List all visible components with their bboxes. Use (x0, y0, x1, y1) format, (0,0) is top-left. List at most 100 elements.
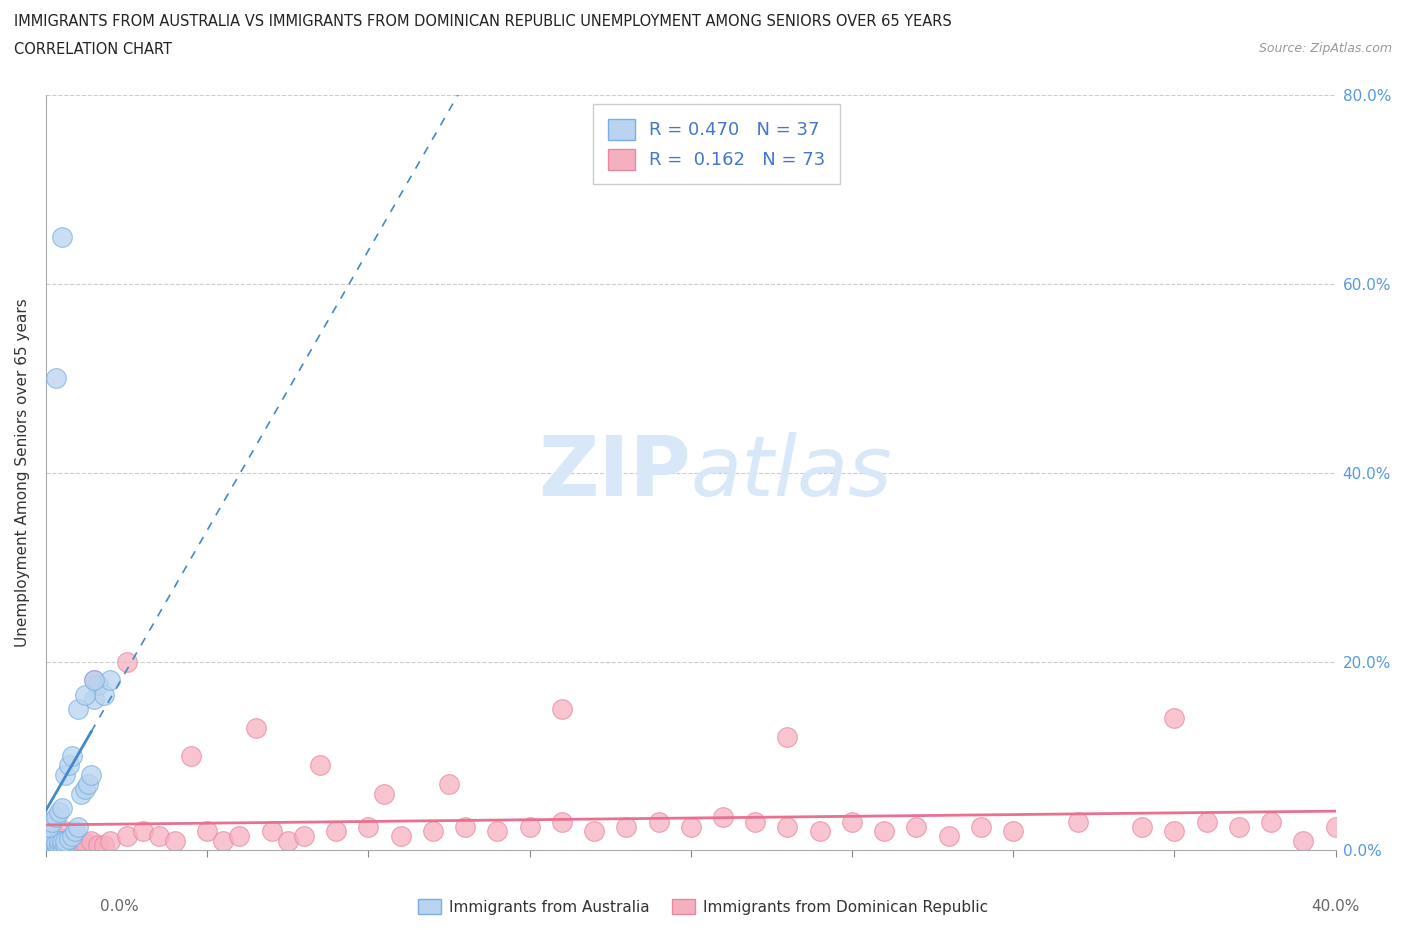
Point (115, 829, 138, 844)
Point (83, 673, 105, 688)
Point (100, 833, 122, 848)
Point (45, 810, 67, 825)
Point (38, 819, 60, 834)
Point (679, 819, 702, 834)
Point (51, 835, 73, 850)
Point (389, 829, 412, 844)
Point (45, 835, 67, 850)
Point (1002, 824, 1025, 839)
Point (58, 838, 80, 853)
Point (228, 829, 250, 844)
Point (180, 749, 202, 764)
Point (277, 833, 299, 848)
Point (260, 824, 283, 839)
Point (73, 781, 96, 796)
Point (53, 767, 76, 782)
Point (51, 230, 73, 245)
Point (41, 833, 63, 848)
Point (86, 678, 108, 693)
Point (48, 833, 70, 848)
Point (41, 838, 63, 853)
Point (77, 777, 100, 791)
Point (53, 833, 76, 848)
Point (841, 815, 863, 830)
Point (163, 833, 186, 848)
Point (45, 371, 67, 386)
Point (73, 835, 96, 850)
Point (45, 838, 67, 853)
Point (67, 819, 90, 834)
Point (70, 786, 93, 801)
Point (1324, 819, 1347, 834)
Point (41, 815, 63, 830)
Point (212, 833, 235, 848)
Point (195, 824, 218, 839)
Point (1227, 819, 1250, 834)
Legend: R = 0.470   N = 37, R =  0.162   N = 73: R = 0.470 N = 37, R = 0.162 N = 73 (593, 104, 839, 184)
Point (73, 687, 96, 702)
Point (309, 758, 332, 773)
Text: IMMIGRANTS FROM AUSTRALIA VS IMMIGRANTS FROM DOMINICAN REPUBLIC UNEMPLOYMENT AMO: IMMIGRANTS FROM AUSTRALIA VS IMMIGRANTS … (14, 14, 952, 29)
Point (58, 831, 80, 846)
Point (131, 824, 153, 839)
Point (776, 729, 799, 744)
Point (486, 824, 509, 839)
Point (38, 833, 60, 848)
Point (776, 819, 799, 834)
Point (744, 815, 766, 830)
Point (93, 838, 115, 853)
Point (551, 701, 574, 716)
Point (48, 805, 70, 820)
Point (357, 819, 380, 834)
Point (51, 838, 73, 853)
Point (53, 838, 76, 853)
Point (1163, 824, 1185, 839)
Point (711, 810, 734, 825)
Point (67, 833, 90, 848)
Point (83, 673, 105, 688)
Point (422, 824, 444, 839)
Point (41, 835, 63, 850)
Text: atlas: atlas (690, 432, 893, 513)
Point (373, 786, 395, 801)
Point (51, 801, 73, 816)
Point (1292, 833, 1315, 848)
Point (551, 815, 574, 830)
Legend: Immigrants from Australia, Immigrants from Dominican Republic: Immigrants from Australia, Immigrants fr… (411, 891, 995, 923)
Point (614, 819, 637, 834)
Text: CORRELATION CHART: CORRELATION CHART (14, 42, 172, 57)
Point (45, 829, 67, 844)
Point (905, 819, 928, 834)
Point (48, 838, 70, 853)
Point (60, 829, 83, 844)
Point (1195, 815, 1218, 830)
Point (292, 829, 315, 844)
Point (53, 824, 76, 839)
Point (58, 758, 80, 773)
Point (80, 833, 103, 848)
Point (38, 833, 60, 848)
Point (51, 838, 73, 853)
Point (1163, 711, 1185, 725)
Point (93, 687, 115, 702)
Point (60, 749, 83, 764)
Point (45, 833, 67, 848)
Point (325, 824, 347, 839)
Point (245, 720, 267, 735)
Point (1130, 819, 1153, 834)
Point (51, 833, 73, 848)
Point (48, 838, 70, 853)
Point (80, 767, 103, 782)
Point (583, 824, 606, 839)
Point (83, 692, 105, 707)
Point (454, 819, 477, 834)
Point (437, 777, 460, 791)
Y-axis label: Unemployment Among Seniors over 65 years: Unemployment Among Seniors over 65 years (15, 299, 30, 647)
Point (48, 833, 70, 848)
Point (60, 838, 83, 853)
Point (86, 838, 108, 853)
Point (63, 838, 86, 853)
Point (519, 819, 541, 834)
Point (38, 838, 60, 853)
Point (70, 838, 93, 853)
